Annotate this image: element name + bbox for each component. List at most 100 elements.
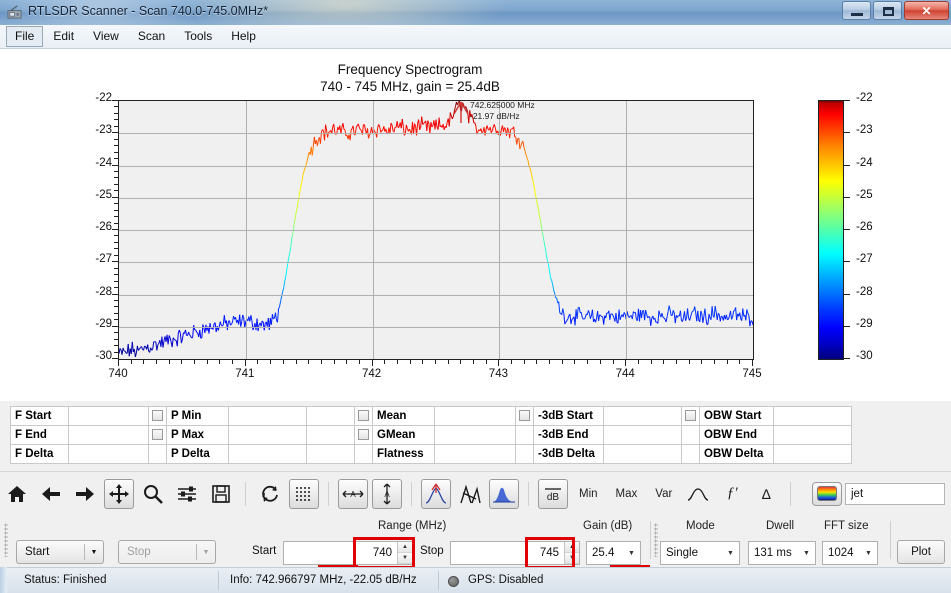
home-icon (8, 485, 26, 502)
menu-item-help[interactable]: Help (231, 29, 256, 43)
colormap-button[interactable] (812, 481, 842, 506)
x-tick-label: 741 (235, 368, 255, 380)
panel-grip-1[interactable] (4, 523, 8, 557)
menu-item-edit[interactable]: Edit (53, 29, 75, 43)
gain-select[interactable]: 25.4 ▼ (586, 541, 641, 565)
forward-button[interactable] (70, 479, 100, 509)
refresh-icon (262, 485, 278, 502)
panel-divider-2 (890, 521, 891, 559)
measurement-label: GMean (372, 425, 435, 445)
plot-axes[interactable] (118, 100, 754, 360)
y-minor-tick (114, 112, 118, 114)
autoscale-y-button[interactable]: A (372, 478, 402, 509)
mode-select[interactable]: Single ▼ (660, 541, 740, 565)
measurement-checkbox[interactable] (148, 406, 167, 426)
measurement-value[interactable] (228, 425, 307, 445)
measurement-value[interactable] (306, 406, 355, 426)
measurement-value[interactable] (773, 406, 852, 426)
measurement-label: -3dB Delta (533, 444, 604, 464)
range-start-stepper[interactable]: ▲ ▼ (397, 542, 412, 564)
maximize-button[interactable] (873, 1, 902, 20)
close-button[interactable]: ✕ (904, 1, 949, 20)
plot-button[interactable]: Plot (897, 540, 945, 564)
range-stop-value: 745 (539, 547, 559, 559)
db-button[interactable]: dB (538, 478, 568, 509)
minimize-button[interactable] (842, 1, 871, 20)
refresh-button[interactable] (255, 479, 285, 509)
peak-annotation-level: -21.97 dB/Hz (470, 111, 520, 121)
measurement-label: P Delta (166, 444, 229, 464)
y-minor-tick (114, 267, 118, 269)
measurement-value[interactable] (228, 406, 307, 426)
measurement-checkbox[interactable] (515, 406, 534, 426)
stat-label-var[interactable]: Var (655, 487, 673, 500)
measurement-value[interactable] (603, 425, 682, 445)
back-button[interactable] (36, 479, 66, 509)
x-minor-tick (523, 360, 525, 364)
configure-subplots-button[interactable] (172, 479, 202, 509)
zoom-button[interactable] (138, 479, 168, 509)
gridline-vertical (372, 101, 374, 359)
measurement-checkbox[interactable] (681, 406, 700, 426)
colorbar-tick-label: -27 (856, 253, 873, 266)
x-minor-tick (599, 360, 601, 364)
fft-size-select[interactable]: 1024 ▼ (822, 541, 878, 565)
measurement-value[interactable] (68, 406, 149, 426)
colorbar-tick-mark (844, 325, 850, 327)
home-icon-button[interactable] (2, 479, 32, 509)
y-minor-tick (114, 299, 118, 301)
measurement-checkbox[interactable] (354, 425, 373, 445)
grid-button[interactable] (289, 478, 319, 509)
autoscale-x-icon: A (342, 490, 364, 499)
save-figure-button[interactable] (206, 479, 236, 509)
measurement-checkbox[interactable] (148, 425, 167, 445)
measurement-checkbox[interactable] (354, 406, 373, 426)
measurement-value[interactable] (434, 406, 516, 426)
menu-item-view[interactable]: View (93, 29, 119, 43)
measurement-value[interactable] (228, 444, 307, 464)
smooth-curve-button[interactable] (683, 479, 713, 509)
range-start-value: 740 (372, 547, 392, 559)
stat-label-max[interactable]: Max (615, 487, 638, 500)
stat-label-min[interactable]: Min (579, 487, 598, 500)
measurement-value[interactable] (68, 444, 149, 464)
measurement-value[interactable] (773, 444, 852, 464)
measurement-value[interactable] (773, 425, 852, 445)
measurements-table[interactable]: F Start P Min Mean -3dB Start OBW Start F End… (10, 406, 852, 464)
y-minor-tick (114, 190, 118, 192)
checkbox-box (358, 410, 369, 422)
range-start-input[interactable]: 740 ▲ ▼ (283, 541, 413, 565)
measurement-value[interactable] (306, 425, 355, 445)
measurement-value[interactable] (306, 444, 355, 464)
x-minor-tick (675, 360, 677, 364)
peaks-button[interactable] (455, 479, 485, 509)
measurement-value[interactable] (434, 425, 516, 445)
autoscale-x-button[interactable]: A (338, 478, 368, 509)
menu-item-file[interactable]: File (6, 26, 44, 47)
pan-button[interactable] (104, 478, 134, 509)
measurement-value[interactable] (68, 425, 149, 445)
range-group-label: Range (MHz) (378, 520, 447, 532)
measurement-value[interactable] (603, 406, 682, 426)
peak-marker-button[interactable] (421, 478, 451, 509)
x-minor-tick (473, 360, 475, 364)
measurement-value[interactable] (434, 444, 516, 464)
start-scan-button[interactable]: Start ▼ (16, 540, 104, 564)
measurement-value[interactable] (603, 444, 682, 464)
colormap-select[interactable]: jet (845, 482, 945, 505)
fft-group-label: FFT size (824, 520, 869, 532)
window-title: RTLSDR Scanner - Scan 740.0-745.0MHz* (28, 4, 269, 18)
dwell-select[interactable]: 131 ms ▼ (748, 541, 816, 565)
y-minor-tick (114, 319, 118, 321)
menu-item-scan[interactable]: Scan (137, 29, 166, 43)
stop-scan-button[interactable]: Stop ▼ (118, 540, 216, 564)
menu-item-tools[interactable]: Tools (184, 29, 213, 43)
spectrum-fill-button[interactable] (489, 478, 519, 509)
status-left-edge (0, 567, 7, 593)
derivative-button[interactable]: ƒ′ (717, 479, 747, 509)
panel-grip-2[interactable] (654, 523, 658, 557)
plot-canvas[interactable]: Frequency Spectrogram 740 - 745 MHz, gai… (0, 49, 951, 442)
delta-button[interactable]: ∆ (751, 479, 781, 509)
x-minor-tick (282, 360, 284, 364)
y-minor-tick (114, 254, 118, 256)
